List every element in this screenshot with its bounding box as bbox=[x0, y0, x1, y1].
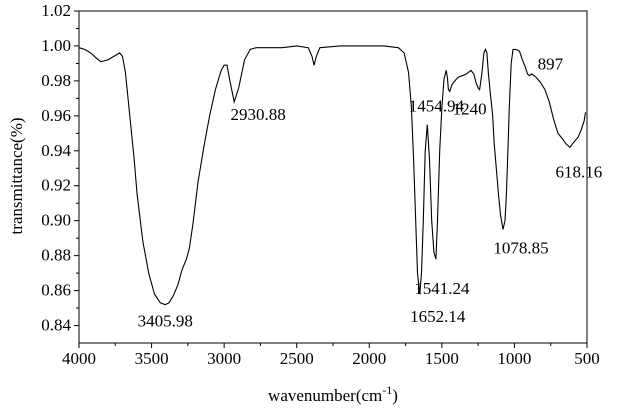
x-tick-label: 3500 bbox=[135, 349, 169, 368]
x-axis: 4000 3500 3000 2500 2000 1500 1000 500 bbox=[62, 343, 600, 368]
peak-label: 618.16 bbox=[555, 162, 602, 181]
y-tick-label: 0.84 bbox=[41, 316, 71, 335]
y-axis: 0.84 0.86 0.88 0.90 0.92 0.94 0.96 0.98 1.00 1.02 bbox=[41, 1, 79, 335]
y-tick-label: 0.94 bbox=[41, 141, 71, 160]
peak-label: 1454.94 bbox=[409, 97, 465, 116]
x-tick-label: 500 bbox=[574, 349, 600, 368]
x-tick-label: 1000 bbox=[497, 349, 531, 368]
y-tick-label: 0.98 bbox=[41, 71, 71, 90]
y-tick-label: 1.02 bbox=[41, 1, 71, 20]
y-tick-label: 0.86 bbox=[41, 281, 71, 300]
x-tick-label: 1500 bbox=[425, 349, 459, 368]
x-tick-label: 2000 bbox=[352, 349, 386, 368]
y-tick-label: 0.96 bbox=[41, 106, 71, 125]
x-tick-label: 2500 bbox=[280, 349, 314, 368]
transmittance-series-line bbox=[78, 45, 587, 306]
peak-label: 1652.14 bbox=[410, 307, 466, 326]
peak-label: 2930.88 bbox=[231, 105, 286, 124]
peak-label: 1078.85 bbox=[493, 238, 548, 257]
peak-label: 1240 bbox=[453, 100, 487, 119]
x-tick-label: 4000 bbox=[62, 349, 96, 368]
peak-label: 3405.98 bbox=[138, 312, 193, 331]
peak-label: 1541.24 bbox=[414, 279, 470, 298]
y-tick-label: 0.90 bbox=[41, 211, 71, 230]
y-axis-title: transmittance(%) bbox=[7, 117, 26, 234]
y-tick-label: 0.88 bbox=[41, 246, 71, 265]
plot-frame bbox=[78, 10, 588, 344]
x-axis-title: wavenumber(cm-1) bbox=[268, 383, 398, 405]
x-tick-label: 3000 bbox=[207, 349, 241, 368]
y-tick-label: 0.92 bbox=[41, 176, 71, 195]
peak-label: 897 bbox=[538, 55, 564, 74]
y-tick-label: 1.00 bbox=[41, 36, 71, 55]
